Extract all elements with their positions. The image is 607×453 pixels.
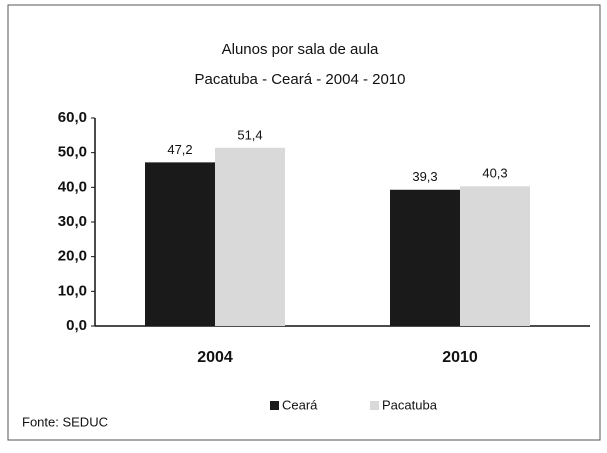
bar: [390, 189, 460, 326]
data-label: 51,4: [237, 127, 262, 142]
chart-title: Alunos por sala de aula: [222, 41, 379, 58]
y-tick-label: 60,0: [58, 109, 87, 126]
x-tick-label: 2010: [442, 349, 478, 366]
bar: [145, 162, 215, 326]
legend-label: Pacatuba: [382, 397, 438, 412]
legend-swatch: [270, 401, 279, 410]
bar: [460, 186, 530, 326]
chart-subtitle: Pacatuba - Ceará - 2004 - 2010: [195, 71, 406, 88]
data-label: 39,3: [412, 169, 437, 184]
y-tick-label: 10,0: [58, 282, 87, 299]
x-tick-label: 2004: [197, 349, 233, 366]
data-label: 47,2: [167, 142, 192, 157]
data-label: 40,3: [482, 166, 507, 181]
legend-swatch: [370, 401, 379, 410]
bar: [215, 147, 285, 326]
y-tick-label: 50,0: [58, 144, 87, 161]
y-tick-label: 30,0: [58, 213, 87, 230]
source-note: Fonte: SEDUC: [22, 414, 108, 429]
legend-label: Ceará: [282, 397, 318, 412]
y-tick-label: 0,0: [66, 317, 87, 334]
y-tick-label: 40,0: [58, 178, 87, 195]
y-tick-label: 20,0: [58, 248, 87, 265]
